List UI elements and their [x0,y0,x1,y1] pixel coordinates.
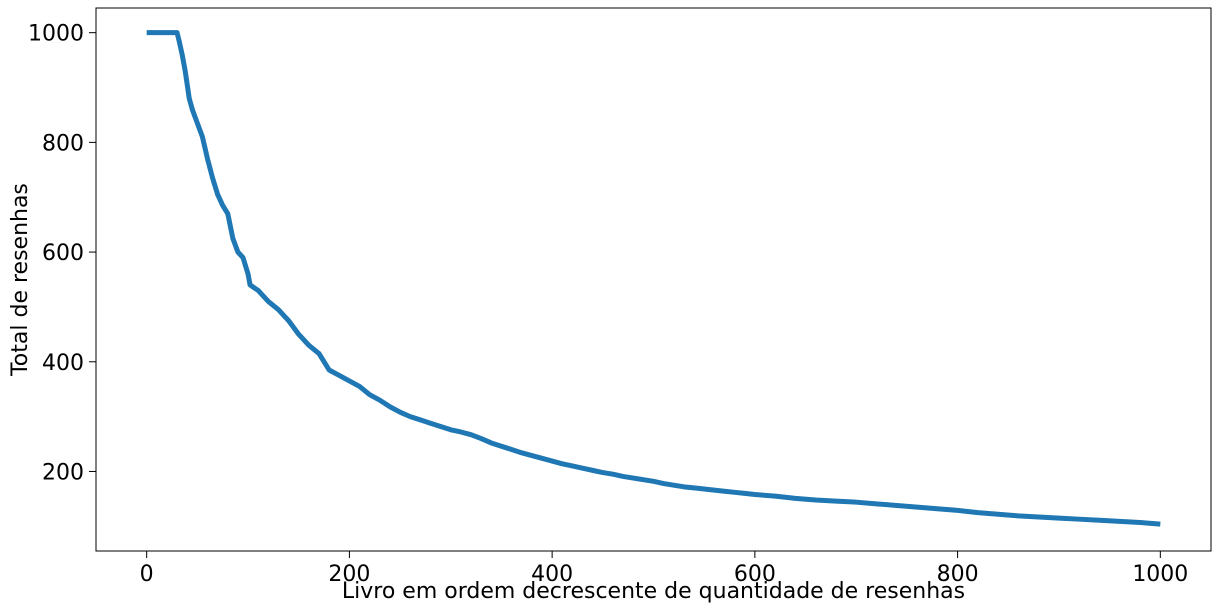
x-tick-label: 400 [531,562,573,587]
y-tick-label: 800 [42,131,84,156]
y-axis-label: Total de resenhas [8,183,33,377]
y-tick-label: 600 [42,241,84,266]
series-line-0 [146,30,1161,527]
x-tick-label: 0 [140,562,154,587]
x-tick-label: 800 [937,562,979,587]
plot-frame [95,7,1212,552]
x-tick-label: 200 [328,562,370,587]
x-tick-label: 1000 [1132,562,1188,587]
y-tick-label: 200 [42,460,84,485]
plot-area [146,30,1161,527]
y-tick-label: 1000 [28,22,84,47]
axes: 0 200 400 600 800 1000 200 400 600 800 1000 [28,7,1212,587]
x-tick-label: 600 [734,562,776,587]
x-axis-label: Livro em ordem decrescente de quantidade… [342,579,965,604]
y-tick-label: 400 [42,351,84,376]
